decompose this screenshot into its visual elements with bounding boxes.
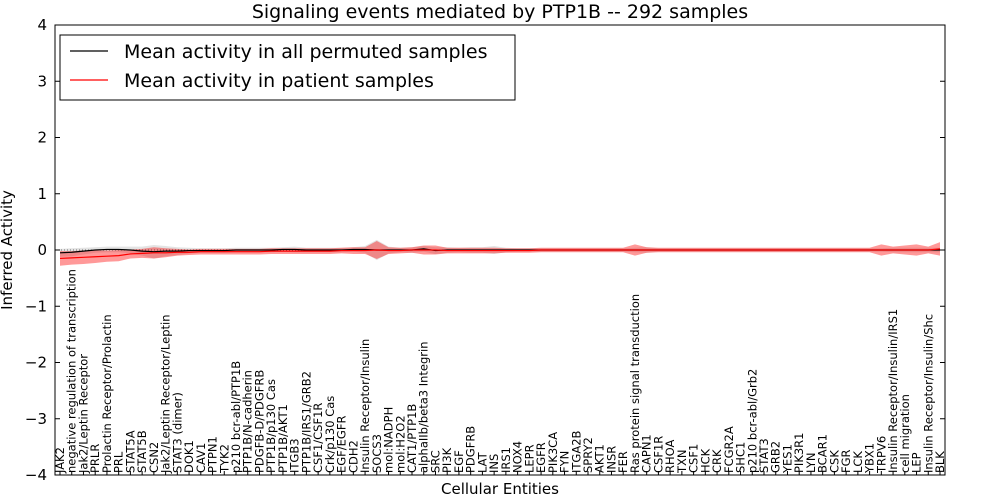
chart-title: Signaling events mediated by PTP1B -- 29… bbox=[252, 1, 748, 23]
x-tick-label: Crk/p130 Cas bbox=[323, 396, 337, 473]
x-tick-label: SPRY2 bbox=[581, 437, 595, 473]
x-tick-label: BLK bbox=[933, 451, 947, 473]
x-tick-label: LCK bbox=[851, 451, 865, 473]
x-tick-label: PTPN1 bbox=[206, 436, 220, 473]
x-tick-label: cell migration bbox=[898, 394, 912, 473]
x-tick-label: HCK bbox=[698, 448, 712, 473]
x-tick-label: STAT5A bbox=[123, 430, 137, 473]
x-tick-label: CSF1 bbox=[687, 444, 701, 473]
confidence-bands bbox=[60, 239, 940, 266]
x-tick-label: SRC bbox=[428, 450, 442, 473]
x-tick-label: EGF bbox=[452, 450, 466, 473]
x-tick-label: CSF1R bbox=[651, 436, 665, 473]
x-tick-label: SHC1 bbox=[734, 442, 748, 473]
x-tick-label: TXN bbox=[675, 449, 689, 474]
x-tick-label: PIK3R1 bbox=[792, 433, 806, 474]
x-tick-label: TRPV6 bbox=[874, 436, 888, 474]
y-tick-label: −2 bbox=[25, 354, 47, 372]
x-tick-label: SOCS3 bbox=[370, 434, 384, 473]
x-tick-label: PTP1B/IRS1/GRB2 bbox=[299, 371, 313, 473]
x-tick-label: PTP1B/N-cadherin bbox=[241, 370, 255, 473]
x-tick-label: LYN bbox=[804, 452, 818, 473]
series-lines bbox=[59, 248, 941, 260]
legend-label-patient: Mean activity in patient samples bbox=[124, 70, 434, 92]
x-tick-label: mol:H2O2 bbox=[393, 415, 407, 473]
x-tick-label: LAT bbox=[475, 451, 489, 473]
y-tick-label: 3 bbox=[37, 72, 47, 90]
x-tick-label: Jak2/Leptin Receptor/Leptin bbox=[159, 315, 173, 474]
x-tick-label: Insulin Receptor/Insulin/Shc bbox=[921, 314, 935, 473]
x-tick-label: CAV1 bbox=[194, 443, 208, 473]
x-tick-label: LEPR bbox=[522, 444, 536, 473]
x-tick-label: FYN bbox=[558, 451, 572, 473]
x-tick-label: p210 bcr-abl/Grb2 bbox=[745, 369, 759, 473]
x-tick-label: Prolactin Receptor/Prolactin bbox=[100, 314, 114, 473]
y-tick-label: 1 bbox=[37, 185, 47, 203]
x-tick-label: PRL bbox=[112, 451, 126, 473]
legend-label-permuted: Mean activity in all permuted samples bbox=[124, 41, 487, 63]
x-tick-label: BCAR1 bbox=[816, 434, 830, 473]
x-tick-label: PRLR bbox=[88, 444, 102, 473]
y-tick-label: −3 bbox=[25, 410, 47, 428]
x-tick-label: PTP1B/p130 Cas bbox=[264, 379, 278, 473]
x-tick-label: STAT3 (dimer) bbox=[170, 392, 184, 473]
x-tick-label: CSN2 bbox=[147, 442, 161, 473]
x-tick-label: CSK bbox=[827, 450, 841, 473]
x-axis-label: Cellular Entities bbox=[441, 480, 559, 498]
x-tick-label: IRS1 bbox=[499, 447, 513, 473]
x-tick-label: EGFR bbox=[534, 442, 548, 473]
x-tick-label: INS bbox=[487, 454, 501, 473]
x-tick-label: NOX4 bbox=[511, 441, 525, 473]
x-tick-label: DOK1 bbox=[182, 440, 196, 473]
x-tick-label: negative regulation of transcription bbox=[65, 269, 79, 473]
x-tick-label: PIK3CA bbox=[546, 432, 560, 473]
x-tick-label: Insulin Receptor/Insulin bbox=[358, 339, 372, 473]
y-tick-label: −1 bbox=[25, 297, 47, 315]
x-tick-label: PDGFB-D/PDGFRB bbox=[252, 370, 266, 473]
y-tick-label: −4 bbox=[25, 466, 47, 484]
x-tick-label: LEP bbox=[910, 452, 924, 473]
x-tick-label: EGF/EGFR bbox=[335, 416, 349, 473]
y-axis-label: Inferred Activity bbox=[0, 190, 16, 310]
x-tick-label: PDGFRB bbox=[464, 426, 478, 473]
x-tick-label: AKT1 bbox=[593, 444, 607, 473]
x-tick-label: Ras protein signal transduction bbox=[628, 294, 642, 473]
x-tick-label: CAT1/PTP1B bbox=[405, 404, 419, 473]
line-series-1 bbox=[59, 248, 941, 260]
x-tick-label: CSF1/CSF1R bbox=[311, 403, 325, 473]
x-tick-label: RHOA bbox=[663, 440, 677, 473]
x-tick-label: PTP1B/AKT1 bbox=[276, 404, 290, 473]
y-tick-label: 2 bbox=[37, 129, 47, 147]
x-tick-label: p210 bcr-abl/PTP1B bbox=[229, 361, 243, 473]
x-tick-label: PI3K bbox=[440, 447, 454, 473]
y-axis: 4 3 2 1 0 −1 −2 −3 −4 bbox=[25, 16, 945, 484]
x-tick-label: INSR bbox=[604, 446, 618, 473]
y-tick-label: 4 bbox=[37, 16, 47, 34]
legend-box bbox=[59, 34, 516, 101]
x-tick-label: YES1 bbox=[780, 444, 794, 474]
x-tick-label: JAK2 bbox=[53, 447, 67, 474]
x-tick-label: STAT5B bbox=[135, 430, 149, 473]
x-tick-label: Jak2/Leptin Receptor bbox=[76, 354, 90, 474]
x-tick-label: CRK bbox=[710, 449, 724, 473]
x-tick-label: STAT3 bbox=[757, 438, 771, 473]
x-tick-label: ITGB3 bbox=[288, 438, 302, 473]
x-tick-label: alphaIIb/beta3 Integrin bbox=[417, 341, 431, 473]
x-tick-label: FGR bbox=[839, 449, 853, 473]
x-tick-label: YBX1 bbox=[863, 443, 877, 474]
x-tick-label: mol:NADPH bbox=[382, 407, 396, 473]
x-tick-label: Insulin Receptor/Insulin/IRS1 bbox=[886, 309, 900, 473]
x-tick-label: ITGA2B bbox=[569, 430, 583, 473]
y-tick-label: 0 bbox=[37, 241, 47, 259]
x-tick-label: TYK2 bbox=[217, 444, 231, 474]
legend: Mean activity in all permuted samples Me… bbox=[59, 34, 516, 101]
band-series-1 bbox=[60, 241, 940, 266]
x-tick-label: CDH2 bbox=[346, 440, 360, 473]
x-tick-label: GRB2 bbox=[769, 441, 783, 473]
x-tick-label: FCGR2A bbox=[722, 426, 736, 473]
x-tick-label: FER bbox=[616, 451, 630, 473]
x-tick-label: CAPN1 bbox=[640, 434, 654, 473]
